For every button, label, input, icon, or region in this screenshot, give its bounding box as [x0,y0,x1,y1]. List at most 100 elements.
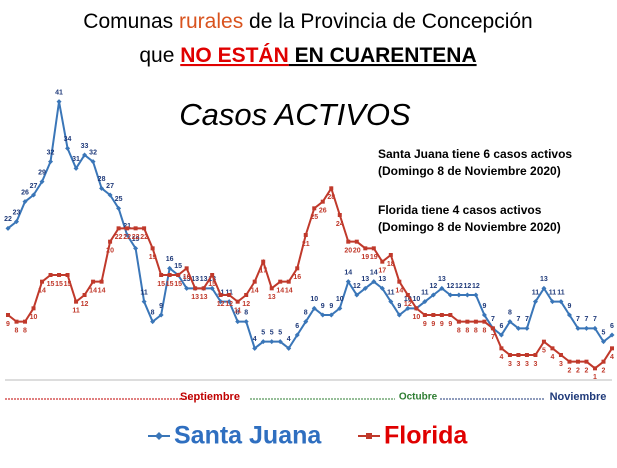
marker [141,299,147,305]
data-label: 22 [140,234,148,241]
data-label: 7 [593,316,597,323]
data-label: 3 [559,361,563,368]
marker [48,159,54,165]
data-label: 12 [217,301,225,308]
month-label: Noviembre [550,391,607,403]
data-label: 11 [72,308,80,315]
marker [524,325,530,331]
marker [465,319,470,324]
data-label: 11 [234,308,242,315]
marker [125,226,130,231]
marker [379,285,385,291]
marker [14,219,20,225]
month-label: Octubre [399,392,438,403]
data-label: 25 [115,196,123,203]
marker [244,293,249,297]
marker [533,353,538,357]
marker [346,239,351,244]
data-label: 9 [448,321,452,328]
marker [456,292,462,298]
marker [303,319,309,325]
data-label: 19 [370,254,378,261]
data-label: 32 [89,150,97,157]
data-label: 9 [440,321,444,328]
data-label: 28 [98,176,106,183]
data-label: 13 [361,276,369,283]
data-label: 9 [329,303,333,310]
data-label: 20 [344,248,352,255]
marker [56,99,62,105]
marker [311,305,317,311]
data-label: 5 [278,330,282,337]
marker [473,292,479,298]
marker [252,279,257,284]
data-label: 16 [166,256,174,263]
data-label: 11 [387,290,395,297]
chart-title: Comunas rurales de la Provincia de Conce… [83,10,532,33]
series-line [7,101,613,351]
title-part: Comunas [83,10,179,33]
marker [184,285,190,291]
marker [5,225,11,231]
data-label: 5 [261,330,265,337]
marker [422,313,427,317]
marker [31,192,37,198]
marker [57,273,62,277]
marker [218,299,224,305]
marker [116,205,122,211]
data-label: 19 [149,254,157,261]
data-label: 17 [259,268,267,275]
marker [260,339,266,345]
data-label: 32 [47,150,55,157]
data-label: 15 [64,281,72,288]
marker [14,319,19,324]
data-label: 9 [159,303,163,310]
marker [499,346,504,351]
marker [447,292,453,298]
annotation: (Domingo 8 de Noviembre 2020) [378,220,561,234]
data-label: 12 [242,301,250,308]
data-label: 8 [23,328,27,335]
marker [345,279,351,285]
marker [227,293,232,297]
marker [549,299,555,305]
marker [124,232,130,238]
data-label: 14 [395,288,403,295]
data-label: 15 [166,281,174,288]
marker [371,279,377,285]
marker [329,186,334,191]
data-label: 12 [472,283,480,290]
marker [473,319,478,324]
data-label: 20 [106,248,114,255]
data-label: 16 [293,274,301,281]
marker [252,345,258,351]
marker [396,312,402,318]
data-label: 13 [438,276,446,283]
data-label: 13 [200,294,208,301]
data-label: 12 [404,301,412,308]
data-label: 10 [404,296,412,303]
data-label: 8 [465,328,469,335]
data-label: 13 [191,294,199,301]
marker [6,313,10,317]
marker [201,286,206,291]
marker [405,293,410,297]
marker [243,319,249,325]
marker [261,259,266,264]
data-label: 1 [593,374,597,381]
marker [498,332,504,338]
marker [584,359,589,364]
data-label: 9 [6,321,10,328]
marker [507,319,513,325]
data-label: 18 [387,261,395,268]
marker [150,246,155,251]
marker [363,246,368,251]
data-label: 17 [378,268,386,275]
data-label: 5 [270,330,274,337]
marker [541,339,546,344]
marker [269,339,275,345]
marker [278,279,283,284]
subtitle: Casos ACTIVOS [179,97,411,132]
marker [295,266,300,271]
